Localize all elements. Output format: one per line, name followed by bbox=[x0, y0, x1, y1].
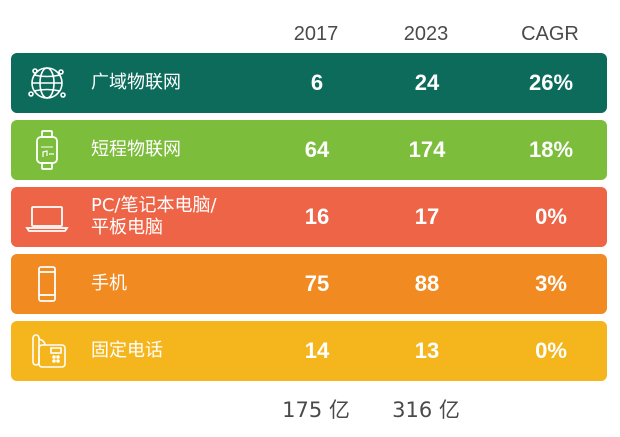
desk-telephone-icon bbox=[25, 331, 69, 371]
table-row-mobile-phone: 手机 75 88 3% bbox=[11, 254, 607, 314]
value-2023: 88 bbox=[414, 271, 440, 296]
row-label: 短程物联网 bbox=[91, 139, 181, 160]
value-2023: 17 bbox=[414, 204, 440, 229]
header-2017: 2017 bbox=[293, 23, 339, 45]
header-cagr: CAGR bbox=[521, 23, 579, 45]
value-cagr: 0% bbox=[535, 204, 567, 229]
value-2023: 13 bbox=[414, 338, 440, 363]
table-row-short-range-iot: 短程物联网 64 174 18% bbox=[11, 120, 607, 180]
value-cagr: 0% bbox=[535, 338, 567, 363]
total-2023: 316 亿 bbox=[392, 398, 460, 422]
row-label: PC/笔记本电脑/ 平板电脑 bbox=[91, 195, 217, 238]
table-row-fixed-phone: 固定电话 14 13 0% bbox=[11, 321, 607, 381]
header-2023: 2023 bbox=[403, 23, 449, 45]
total-2017: 175 亿 bbox=[282, 398, 350, 422]
value-2023: 24 bbox=[414, 70, 440, 95]
table-row-wan-iot: 广域物联网 6 24 26% bbox=[11, 53, 607, 113]
table-row-pc-laptop-tablet: PC/笔记本电脑/ 平板电脑 16 17 0% bbox=[11, 187, 607, 247]
smartwatch-icon bbox=[25, 130, 69, 170]
value-2017: 6 bbox=[310, 70, 324, 95]
row-label: 手机 bbox=[91, 273, 127, 294]
value-2017: 16 bbox=[304, 204, 330, 229]
value-cagr: 3% bbox=[535, 271, 567, 296]
row-label: 广域物联网 bbox=[91, 72, 181, 93]
row-label: 固定电话 bbox=[91, 340, 163, 361]
value-cagr: 18% bbox=[528, 137, 574, 162]
value-2017: 14 bbox=[304, 338, 330, 363]
value-2023: 174 bbox=[408, 137, 446, 162]
value-2017: 64 bbox=[304, 137, 330, 162]
value-cagr: 26% bbox=[528, 70, 574, 95]
laptop-icon bbox=[25, 197, 69, 237]
value-2017: 75 bbox=[304, 271, 330, 296]
globe-network-icon bbox=[25, 63, 69, 103]
phone-icon bbox=[25, 264, 69, 304]
